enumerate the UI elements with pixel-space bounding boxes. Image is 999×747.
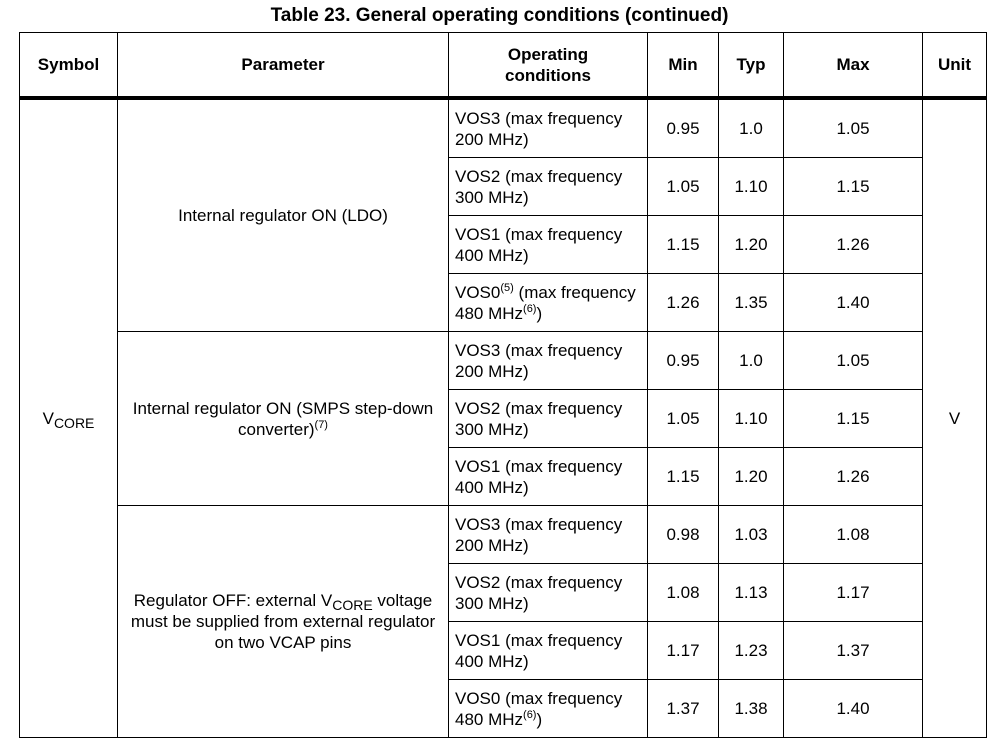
header-symbol: Symbol — [19, 32, 118, 100]
header-conditions: Operating conditions — [448, 32, 648, 100]
min-cell: 0.95 — [647, 97, 719, 158]
header-typ: Typ — [718, 32, 784, 100]
condition-cell: VOS2 (max frequency 300 MHz) — [448, 389, 648, 448]
symbol-cell: VCORE — [19, 97, 118, 738]
operating-conditions-table: Symbol Parameter Operating conditions Mi… — [19, 32, 987, 738]
condition-text: VOS0 (max frequency 480 MHz — [455, 688, 623, 729]
min-cell: 1.05 — [647, 157, 719, 216]
condition-text: VOS0 — [455, 282, 501, 302]
footnote-ref: (7) — [314, 418, 328, 431]
max-cell: 1.37 — [783, 621, 923, 680]
typ-cell: 1.20 — [718, 447, 784, 506]
max-cell: 1.26 — [783, 447, 923, 506]
condition-cell: VOS1 (max frequency 400 MHz) — [448, 621, 648, 680]
min-cell: 1.15 — [647, 447, 719, 506]
typ-cell: 1.13 — [718, 563, 784, 622]
condition-text: (max frequency 480 MHz — [455, 282, 636, 323]
condition-cell: VOS3 (max frequency 200 MHz) — [448, 331, 648, 390]
table-row: VOS1 (max frequency 400 MHz) 1.17 1.23 1… — [20, 621, 987, 680]
header-row: Symbol Parameter Operating conditions Mi… — [19, 32, 987, 100]
parameter-text: Internal regulator ON (SMPS step-down co… — [132, 398, 434, 439]
table-row: VOS1 (max frequency 400 MHz) 1.15 1.20 1… — [20, 215, 987, 274]
header-conditions-line1: Operating — [507, 44, 589, 64]
condition-cell: VOS0(5) (max frequency 480 MHz(6)) — [448, 273, 648, 332]
typ-cell: 1.0 — [718, 331, 784, 390]
min-cell: 1.26 — [647, 273, 719, 332]
condition-cell: VOS3 (max frequency 200 MHz) — [448, 505, 648, 564]
typ-cell: 1.23 — [718, 621, 784, 680]
condition-cell: VOS1 (max frequency 400 MHz) — [448, 215, 648, 274]
typ-cell: 1.03 — [718, 505, 784, 564]
symbol-main: V — [42, 409, 54, 428]
table-title: Table 23. General operating conditions (… — [270, 5, 729, 26]
min-cell: 1.15 — [647, 215, 719, 274]
condition-cell: VOS2 (max frequency 300 MHz) — [448, 157, 648, 216]
condition-cell: VOS3 (max frequency 200 MHz) — [448, 97, 648, 158]
table-row: VOS2 (max frequency 300 MHz) 1.08 1.13 1… — [20, 563, 987, 622]
typ-cell: 1.20 — [718, 215, 784, 274]
parameter-sub: CORE — [332, 597, 373, 613]
footnote-ref: (6) — [523, 302, 537, 315]
header-conditions-line2: conditions — [505, 65, 591, 85]
max-cell: 1.17 — [783, 563, 923, 622]
max-cell: 1.26 — [783, 215, 923, 274]
max-cell: 1.05 — [783, 97, 923, 158]
table-row: VCORE Internal regulator ON (LDO) VOS3 (… — [19, 97, 987, 738]
parameter-smps: Internal regulator ON (SMPS step-down co… — [117, 331, 449, 506]
min-cell: 1.37 — [647, 679, 719, 738]
max-cell: 1.15 — [783, 389, 923, 448]
condition-text: ) — [536, 709, 543, 729]
min-cell: 0.95 — [647, 331, 719, 390]
table-row: VOS2 (max frequency 300 MHz) 1.05 1.10 1… — [20, 157, 987, 216]
table-row: Regulator OFF: external VCORE voltage mu… — [20, 505, 987, 738]
condition-cell: VOS2 (max frequency 300 MHz) — [448, 563, 648, 622]
typ-cell: 1.10 — [718, 389, 784, 448]
max-cell: 1.40 — [783, 273, 923, 332]
symbol-sub: CORE — [53, 415, 95, 431]
parameter-regulator-off: Regulator OFF: external VCORE voltage mu… — [117, 505, 449, 738]
typ-cell: 1.10 — [718, 157, 784, 216]
footnote-ref: (5) — [500, 281, 514, 294]
min-cell: 1.17 — [647, 621, 719, 680]
table-row: VOS1 (max frequency 400 MHz) 1.15 1.20 1… — [20, 447, 987, 506]
max-cell: 1.08 — [783, 505, 923, 564]
header-parameter: Parameter — [117, 32, 449, 100]
typ-cell: 1.38 — [718, 679, 784, 738]
header-max: Max — [783, 32, 923, 100]
table-row: Internal regulator ON (SMPS step-down co… — [20, 331, 987, 506]
max-cell: 1.40 — [783, 679, 923, 738]
header-unit: Unit — [922, 32, 987, 100]
parameter-text: voltage must be supplied from external r… — [130, 591, 436, 652]
condition-cell: VOS0 (max frequency 480 MHz(6)) — [448, 679, 648, 738]
typ-cell: 1.35 — [718, 273, 784, 332]
table-row: VOS2 (max frequency 300 MHz) 1.05 1.10 1… — [20, 389, 987, 448]
max-cell: 1.15 — [783, 157, 923, 216]
parameter-text: Regulator OFF: external V — [133, 591, 333, 610]
table-row: VOS0 (max frequency 480 MHz(6)) 1.37 1.3… — [20, 679, 987, 738]
condition-text: ) — [536, 303, 543, 323]
min-cell: 1.05 — [647, 389, 719, 448]
typ-cell: 1.0 — [718, 97, 784, 158]
min-cell: 0.98 — [647, 505, 719, 564]
footnote-ref: (6) — [523, 708, 537, 721]
max-cell: 1.05 — [783, 331, 923, 390]
condition-cell: VOS1 (max frequency 400 MHz) — [448, 447, 648, 506]
header-min: Min — [647, 32, 719, 100]
parameter-ldo: Internal regulator ON (LDO) — [117, 97, 449, 332]
unit-cell: V — [922, 97, 987, 738]
min-cell: 1.08 — [647, 563, 719, 622]
